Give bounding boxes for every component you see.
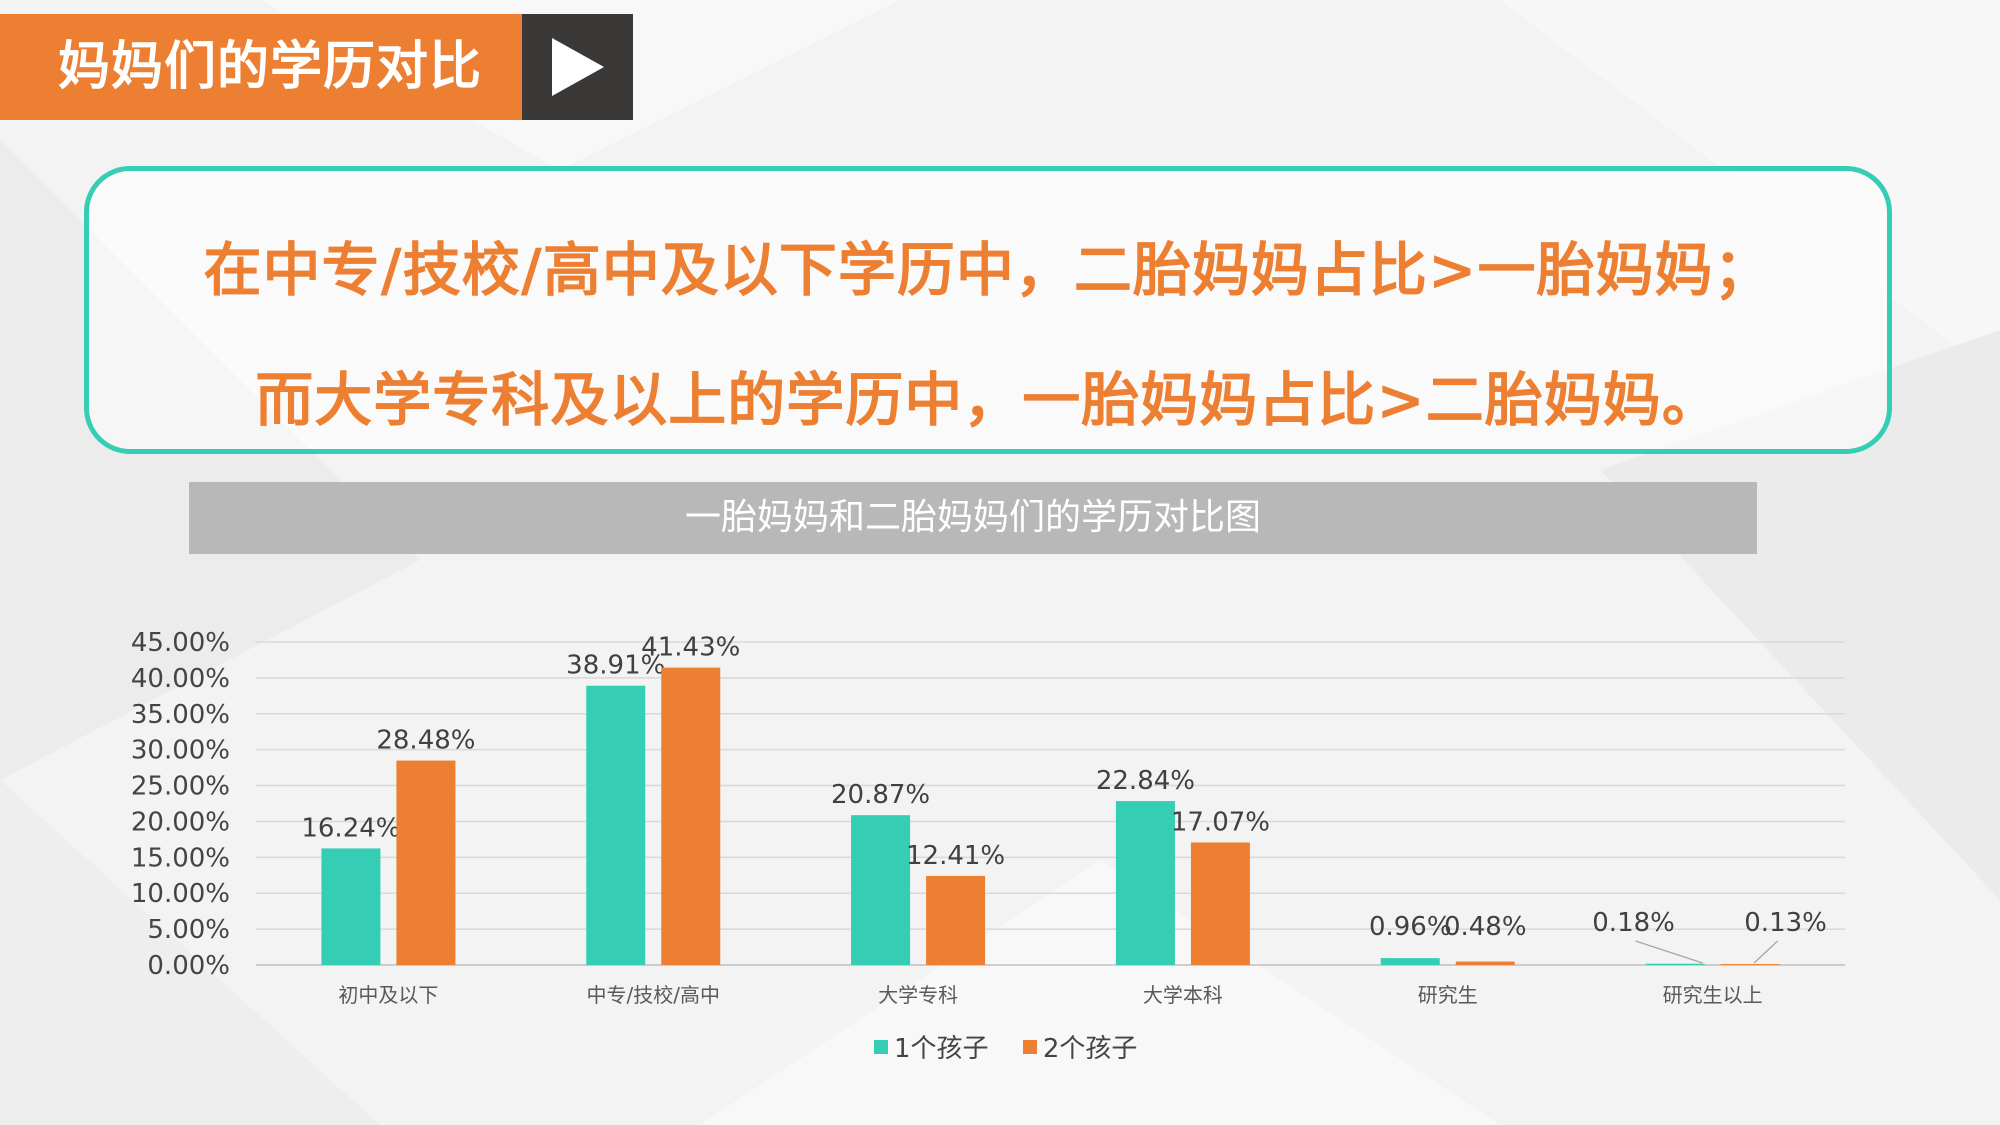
y-tick-label: 15.00% [131, 843, 230, 873]
x-category-label: 初中及以下 [338, 983, 438, 1007]
y-tick-label: 35.00% [131, 700, 230, 730]
bar-2 [661, 667, 721, 965]
legend-item-series-2: 2个孩子 [1022, 1028, 1138, 1065]
y-tick-label: 40.00% [131, 664, 230, 694]
data-label-1: 20.87% [831, 780, 930, 810]
summary-callout: 在中专/技校/高中及以下学历中，二胎妈妈占比>一胎妈妈； 而大学专科及以上的学历… [84, 166, 1892, 454]
chart-title-bar: 一胎妈妈和二胎妈妈们的学历对比图 [189, 482, 1757, 554]
data-label-2: 0.48% [1444, 912, 1527, 942]
y-tick-label: 5.00% [147, 915, 230, 945]
play-button[interactable] [522, 14, 633, 120]
summary-line-2: 而大学专科及以上的学历中，一胎妈妈占比>二胎妈妈。 [255, 366, 1721, 434]
bar-2 [1455, 961, 1515, 965]
leader-line [1753, 940, 1779, 964]
legend-swatch-series-1 [874, 1039, 888, 1054]
x-category-label: 大学本科 [1143, 983, 1223, 1007]
legend-label-series-2: 2个孩子 [1042, 1034, 1138, 1064]
y-tick-label: 20.00% [131, 807, 230, 837]
data-label-1: 38.91% [566, 651, 665, 681]
bar-1 [1645, 963, 1705, 965]
y-tick-label: 0.00% [147, 951, 230, 981]
summary-line-1: 在中专/技校/高中及以下学历中，二胎妈妈占比>一胎妈妈； [203, 236, 1773, 304]
x-category-label: 研究生以上 [1663, 983, 1763, 1007]
bar-2 [1720, 964, 1780, 965]
x-category-label: 研究生 [1418, 983, 1478, 1007]
bar-2 [926, 875, 986, 965]
data-label-2: 28.48% [376, 726, 475, 756]
y-tick-label: 30.00% [131, 736, 230, 766]
chart-title: 一胎妈妈和二胎妈妈们的学历对比图 [684, 497, 1261, 538]
bar-2 [396, 760, 456, 965]
chart-legend: 1个孩子 2个孩子 [874, 1028, 1163, 1064]
data-label-2: 0.13% [1744, 908, 1827, 938]
data-label-1: 16.24% [301, 813, 400, 843]
leader-line [1635, 940, 1703, 964]
page-title: 妈妈们的学历对比 [58, 37, 483, 97]
legend-swatch-series-2 [1022, 1039, 1037, 1054]
y-tick-label: 45.00% [131, 628, 230, 658]
bar-1 [1380, 958, 1440, 965]
play-icon [552, 38, 604, 96]
bar-2 [1190, 842, 1250, 965]
bar-1 [321, 848, 381, 965]
data-label-2: 41.43% [641, 633, 740, 663]
data-label-2: 12.41% [906, 841, 1005, 871]
data-label-1: 0.18% [1592, 908, 1675, 938]
y-tick-label: 10.00% [131, 879, 230, 909]
legend-label-series-1: 1个孩子 [894, 1034, 989, 1064]
header-bar: 妈妈们的学历对比 [0, 14, 522, 120]
y-tick-label: 25.00% [131, 772, 230, 802]
data-label-2: 17.07% [1171, 807, 1270, 837]
x-category-label: 中专/技校/高中 [587, 983, 720, 1007]
x-category-label: 大学专科 [878, 983, 958, 1007]
bar-1 [586, 685, 646, 965]
bar-1 [1115, 801, 1175, 965]
data-label-1: 0.96% [1369, 912, 1452, 942]
bar-1 [851, 815, 911, 965]
data-label-1: 22.84% [1096, 766, 1195, 796]
legend-item-series-1: 1个孩子 [874, 1028, 989, 1065]
